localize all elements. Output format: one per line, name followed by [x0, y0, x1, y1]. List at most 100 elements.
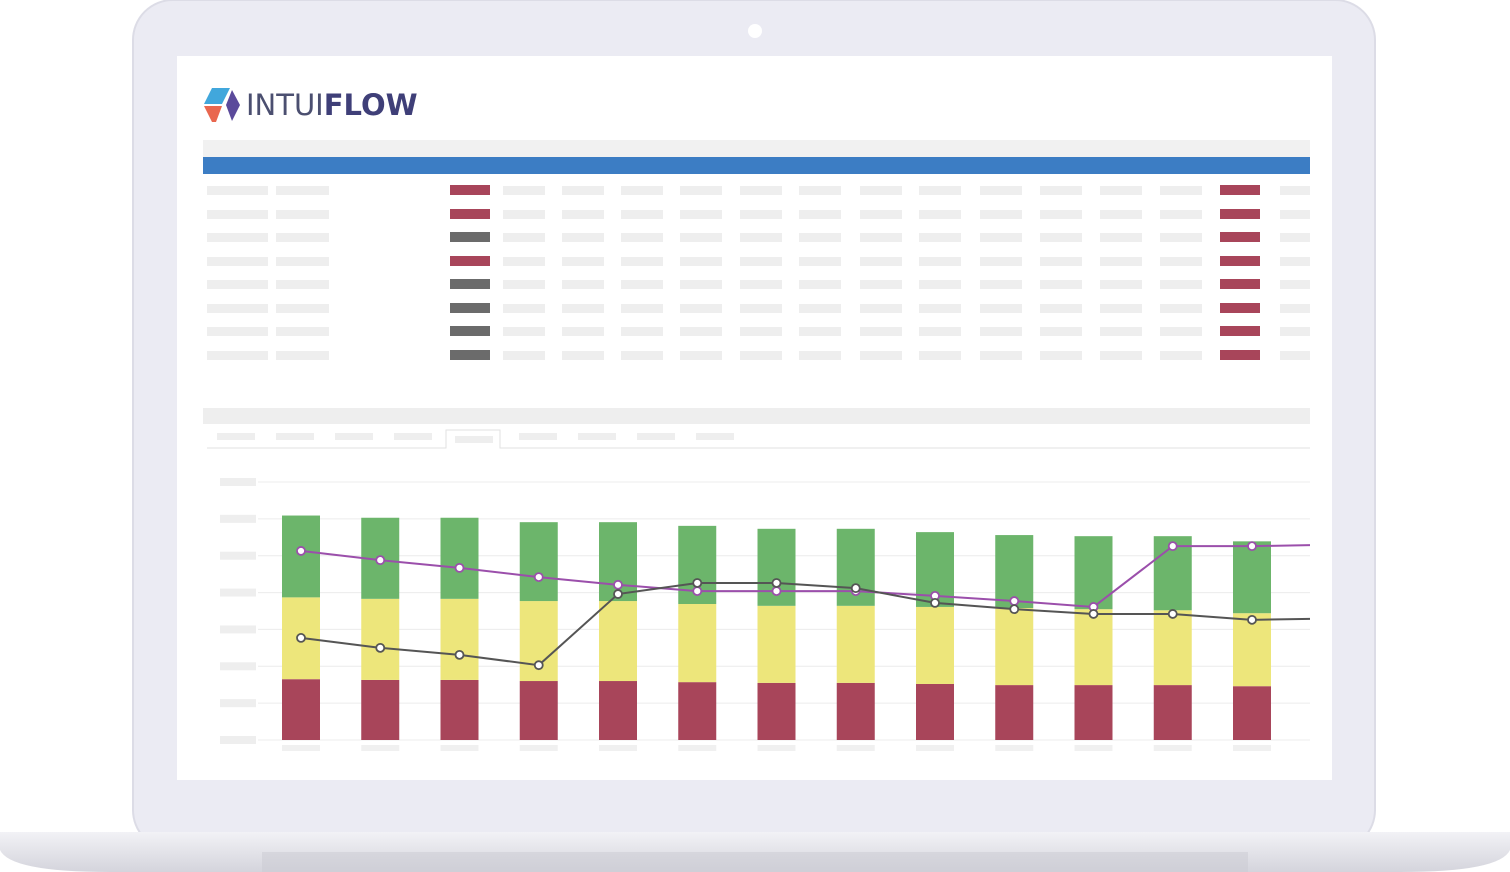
y-tick-placeholder: [220, 551, 256, 560]
cell-placeholder: [919, 327, 961, 336]
bar-segment: [678, 682, 717, 740]
table: [207, 185, 1310, 360]
cell-placeholder: [276, 304, 329, 313]
cell-placeholder: [799, 210, 841, 219]
x-tick-placeholder: [757, 745, 796, 751]
cell-placeholder: [680, 186, 722, 195]
bar-segment: [916, 683, 954, 740]
bar-segment: [757, 605, 796, 683]
cell-placeholder: [276, 351, 329, 360]
cell-placeholder: [919, 351, 961, 360]
cell-placeholder: [1040, 210, 1082, 219]
bar-segment: [1074, 609, 1113, 686]
tab-placeholder: [276, 433, 314, 440]
cell-placeholder: [621, 186, 663, 195]
cell-placeholder: [860, 327, 902, 336]
cell-placeholder: [1160, 280, 1202, 289]
cell-placeholder: [919, 304, 961, 313]
cell-placeholder: [1100, 351, 1142, 360]
cell-placeholder: [621, 257, 663, 266]
status-block: [1220, 256, 1260, 266]
status-block: [450, 326, 490, 336]
y-tick-placeholder: [220, 662, 256, 671]
logo-text: INTUIFLOW: [246, 88, 418, 122]
cell-placeholder: [276, 257, 329, 266]
y-tick-placeholder: [220, 625, 256, 634]
y-tick-placeholder: [220, 514, 256, 523]
cell-placeholder: [680, 327, 722, 336]
cell-placeholder: [562, 233, 604, 242]
line-point: [613, 589, 623, 599]
cell-placeholder: [621, 210, 663, 219]
bar-segment: [440, 679, 479, 740]
cell-placeholder: [1280, 257, 1310, 266]
x-tick-placeholder: [678, 745, 717, 751]
cell-placeholder: [680, 304, 722, 313]
cell-placeholder: [207, 351, 268, 360]
camera: [748, 24, 762, 38]
cell-placeholder: [980, 304, 1022, 313]
cell-placeholder: [207, 210, 268, 219]
bar-segment: [757, 682, 796, 740]
cell-placeholder: [621, 351, 663, 360]
cell-placeholder: [980, 233, 1022, 242]
line-point: [296, 633, 306, 643]
cell-placeholder: [680, 210, 722, 219]
cell-placeholder: [621, 233, 663, 242]
line-point: [1167, 609, 1178, 619]
cell-placeholder: [680, 233, 722, 242]
cell-placeholder: [799, 351, 841, 360]
line-point: [375, 642, 386, 653]
cell-placeholder: [1040, 327, 1082, 336]
cell-placeholder: [740, 257, 782, 266]
cell-placeholder: [860, 186, 902, 195]
cell-placeholder: [1160, 233, 1202, 242]
cell-placeholder: [276, 186, 329, 195]
bar-segment: [1233, 541, 1271, 614]
cell-placeholder: [799, 304, 841, 313]
cell-placeholder: [1040, 257, 1082, 266]
cell-placeholder: [919, 233, 961, 242]
status-block: [450, 279, 490, 289]
cell-placeholder: [1280, 186, 1310, 195]
cell-placeholder: [562, 327, 604, 336]
chart: [220, 478, 1311, 751]
bar-segment: [995, 685, 1034, 740]
bar-segment: [1074, 685, 1113, 740]
bar-segment: [1153, 610, 1192, 686]
line-point: [454, 562, 465, 573]
bar-segment: [916, 606, 954, 684]
cell-placeholder: [562, 304, 604, 313]
cell-placeholder: [562, 210, 604, 219]
status-block: [450, 185, 490, 195]
x-tick-placeholder: [1074, 745, 1113, 751]
line-point: [1167, 541, 1178, 552]
cell-placeholder: [1040, 233, 1082, 242]
logo-light: INTUI: [246, 88, 324, 122]
cell-placeholder: [1280, 351, 1310, 360]
cell-placeholder: [860, 304, 902, 313]
active-tab: [207, 429, 1310, 449]
cell-placeholder: [680, 280, 722, 289]
bar-segment: [1153, 685, 1192, 740]
bar-segment: [361, 679, 400, 740]
cell-placeholder: [276, 327, 329, 336]
bar-segment: [1074, 536, 1113, 610]
x-tick-placeholder: [361, 745, 400, 751]
cell-placeholder: [740, 186, 782, 195]
cell-placeholder: [740, 233, 782, 242]
cell-placeholder: [1100, 304, 1142, 313]
cell-placeholder: [980, 210, 1022, 219]
cell-placeholder: [1040, 186, 1082, 195]
cell-placeholder: [799, 233, 841, 242]
status-block: [1220, 209, 1260, 219]
x-tick-placeholder: [836, 745, 875, 751]
cell-placeholder: [562, 351, 604, 360]
y-tick-placeholder: [220, 588, 256, 597]
tab-placeholder: [217, 433, 255, 440]
cell-placeholder: [1160, 257, 1202, 266]
cell-placeholder: [919, 280, 961, 289]
x-tick-placeholder: [916, 745, 954, 751]
line-point: [454, 649, 465, 660]
